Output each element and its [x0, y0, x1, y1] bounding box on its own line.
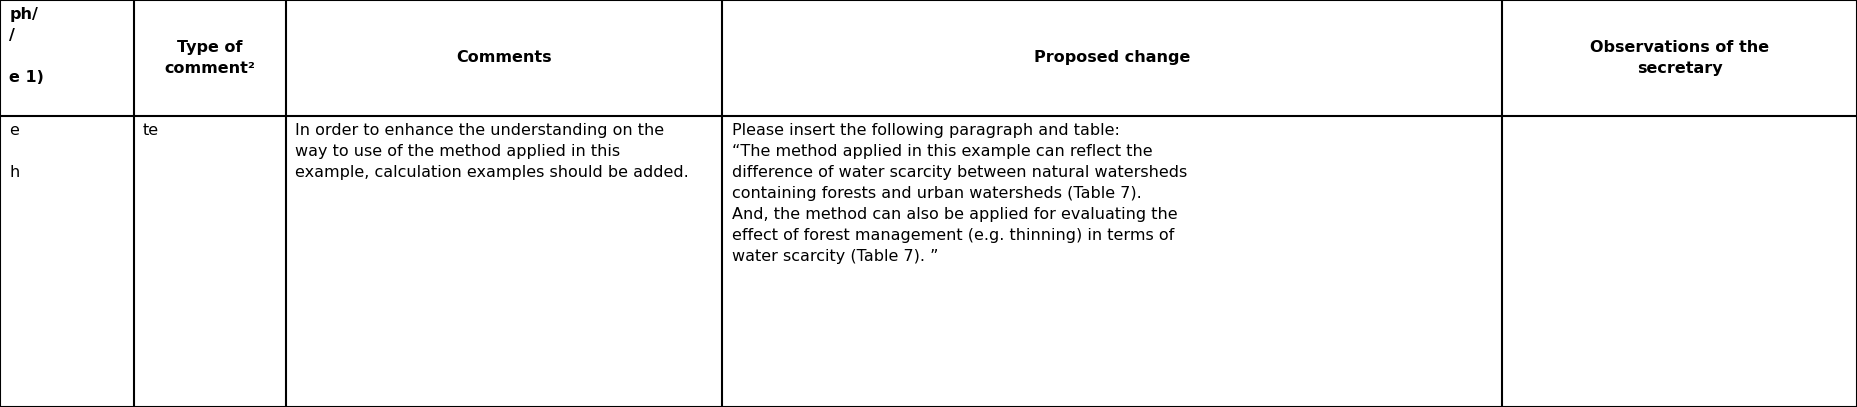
Text: Type of
comment²: Type of comment²	[165, 40, 254, 76]
Text: In order to enhance the understanding on the
way to use of the method applied in: In order to enhance the understanding on…	[295, 123, 689, 180]
Text: e

h: e h	[9, 123, 20, 180]
Text: Proposed change: Proposed change	[1034, 50, 1190, 66]
Text: Observations of the
secretary: Observations of the secretary	[1590, 40, 1770, 76]
Text: ph/
/

e 1): ph/ / e 1)	[9, 7, 45, 85]
Text: te: te	[143, 123, 160, 138]
Text: Please insert the following paragraph and table:
“The method applied in this exa: Please insert the following paragraph an…	[732, 123, 1187, 264]
Text: Comments: Comments	[457, 50, 552, 66]
